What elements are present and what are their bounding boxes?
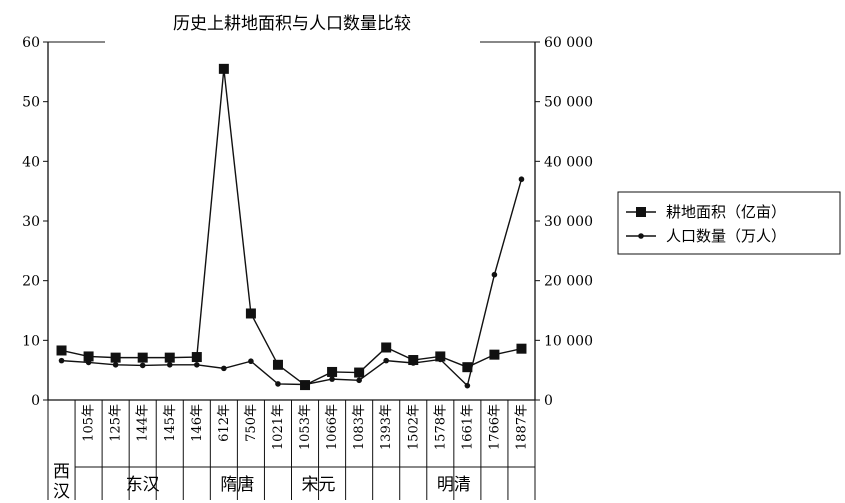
group-label: 宋元 <box>302 475 336 495</box>
chart-title: 历史上耕地面积与人口数量比较 <box>173 14 411 34</box>
series-point-dot <box>85 359 92 366</box>
category-label: 1887年 <box>514 404 529 450</box>
series-point-dot <box>194 361 200 368</box>
category-label: 1021年 <box>271 404 286 450</box>
series-point-square <box>272 359 283 370</box>
left-tick-label: 50 <box>22 95 40 111</box>
category-label: 1066年 <box>325 404 340 450</box>
category-label: 1661年 <box>460 404 475 450</box>
group-label: 东汉 <box>126 475 160 495</box>
series-point-dot <box>491 271 498 278</box>
series-line-2 <box>61 179 523 388</box>
legend-label: 人口数量（万人） <box>666 227 786 245</box>
category-label: 144年 <box>136 404 151 442</box>
series-point-square <box>516 343 527 354</box>
series-point-dot <box>302 381 308 388</box>
category-label: 1578年 <box>433 404 448 450</box>
series-point-square <box>56 345 67 356</box>
legend-marker-square <box>636 207 646 217</box>
series-point-dot <box>437 356 444 363</box>
category-label: 750年 <box>244 404 259 442</box>
right-tick-label: 40 000 <box>544 154 593 170</box>
series-point-dot <box>166 361 173 368</box>
series-line-1 <box>61 68 522 386</box>
category-label: 1393年 <box>379 404 394 450</box>
series-point-dot <box>464 382 471 389</box>
group-label: 明清 <box>437 475 471 495</box>
left-tick-label: 40 <box>22 154 40 170</box>
right-tick-label: 30 000 <box>544 214 593 230</box>
legend-marker-dot <box>638 233 644 239</box>
right-tick-label: 50 000 <box>544 95 593 111</box>
series-point-dot <box>518 176 525 183</box>
series-point-square <box>245 308 256 319</box>
series-point-square <box>354 367 365 378</box>
series-point-dot <box>410 360 417 366</box>
left-tick-label: 10 <box>22 333 40 349</box>
series-point-dot <box>356 377 362 384</box>
series-point-square <box>83 351 94 362</box>
series-point-dot <box>383 357 389 364</box>
category-label: 146年 <box>190 404 205 442</box>
category-label: 105年 <box>82 404 97 442</box>
series-point-dot <box>112 361 119 368</box>
series-point-dot <box>58 357 65 364</box>
category-label: 612年 <box>217 404 232 442</box>
right-tick-label: 0 <box>544 393 553 409</box>
right-tick-label: 10 000 <box>544 333 593 349</box>
series-point-square <box>462 362 473 373</box>
right-tick-label: 60 000 <box>544 35 593 51</box>
category-label: 1083年 <box>352 404 367 450</box>
group-label-char: 汉 <box>53 482 70 502</box>
series-point-square <box>110 352 121 363</box>
series-point-square <box>327 366 338 377</box>
category-label: 1766年 <box>487 404 502 450</box>
category-label: 145年 <box>163 404 178 442</box>
series-point-square <box>435 351 446 362</box>
series-point-square <box>218 63 229 74</box>
series-point-dot <box>329 376 335 382</box>
series-point-square <box>191 352 202 363</box>
legend-label: 耕地面积（亿亩） <box>666 203 786 221</box>
right-tick-label: 20 000 <box>544 274 593 290</box>
group-label: 隋唐 <box>220 474 254 495</box>
series-point-dot <box>221 365 227 372</box>
series-point-dot <box>248 358 254 365</box>
series-point-dot <box>275 381 281 387</box>
left-tick-label: 30 <box>22 214 40 230</box>
legend-box <box>617 191 841 255</box>
series-point-square <box>137 352 148 363</box>
series-point-square <box>164 352 175 363</box>
category-label: 1502年 <box>406 404 421 450</box>
category-label: 1053年 <box>298 404 313 450</box>
category-label: 125年 <box>109 404 124 442</box>
series-point-square <box>408 355 419 366</box>
series-point-square <box>489 349 500 360</box>
series-point-dot <box>139 362 146 369</box>
left-tick-label: 0 <box>31 393 40 409</box>
group-label-char: 西 <box>53 462 70 482</box>
left-tick-label: 20 <box>22 274 40 290</box>
series-point-square <box>381 342 392 353</box>
left-tick-label: 60 <box>22 35 40 51</box>
